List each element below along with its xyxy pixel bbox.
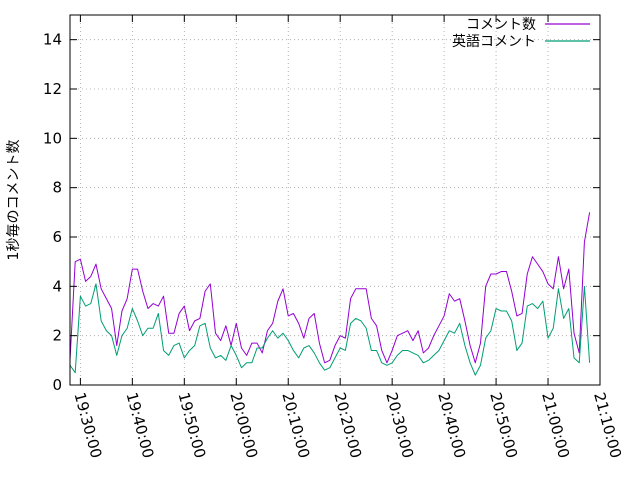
legend-label: コメント数 — [466, 17, 536, 33]
y-tick-label: 2 — [52, 327, 62, 345]
series-line-2 — [69, 283, 591, 376]
x-tick-label: 20:40:00 — [434, 390, 469, 460]
plot-frame — [69, 14, 601, 386]
x-tick-label: 20:20:00 — [330, 390, 365, 460]
y-tick-label: 8 — [52, 179, 62, 197]
y-tick-label: 14 — [43, 31, 62, 49]
x-tick-label: 19:30:00 — [71, 390, 106, 460]
legend-label: 英語コメント — [452, 33, 536, 50]
x-tick-label: 20:00:00 — [226, 390, 261, 460]
y-tick-label: 4 — [52, 277, 62, 295]
grid — [70, 15, 600, 385]
x-tick-label: 20:50:00 — [486, 390, 521, 460]
x-tick-label: 21:10:00 — [590, 390, 625, 460]
y-tick-label: 12 — [43, 80, 62, 98]
y-axis-label: 1秒毎のコメント数 — [6, 140, 22, 261]
x-tick-label: 21:00:00 — [538, 390, 573, 460]
x-tick-label: 19:40:00 — [122, 390, 157, 460]
y-tick-label: 6 — [52, 228, 62, 246]
axis-ticks: 0 2 4 6 8 10 12 14 19:30:00 19:40:00 19:50:00 20:00… — [43, 15, 625, 460]
y-tick-label: 0 — [52, 376, 62, 394]
series-line-1 — [69, 212, 591, 364]
x-tick-label: 20:30:00 — [382, 390, 417, 460]
series-layer — [69, 212, 591, 376]
y-tick-label: 10 — [43, 129, 62, 147]
x-tick-label: 20:10:00 — [278, 390, 313, 460]
x-tick-label: 19:50:00 — [174, 390, 209, 460]
